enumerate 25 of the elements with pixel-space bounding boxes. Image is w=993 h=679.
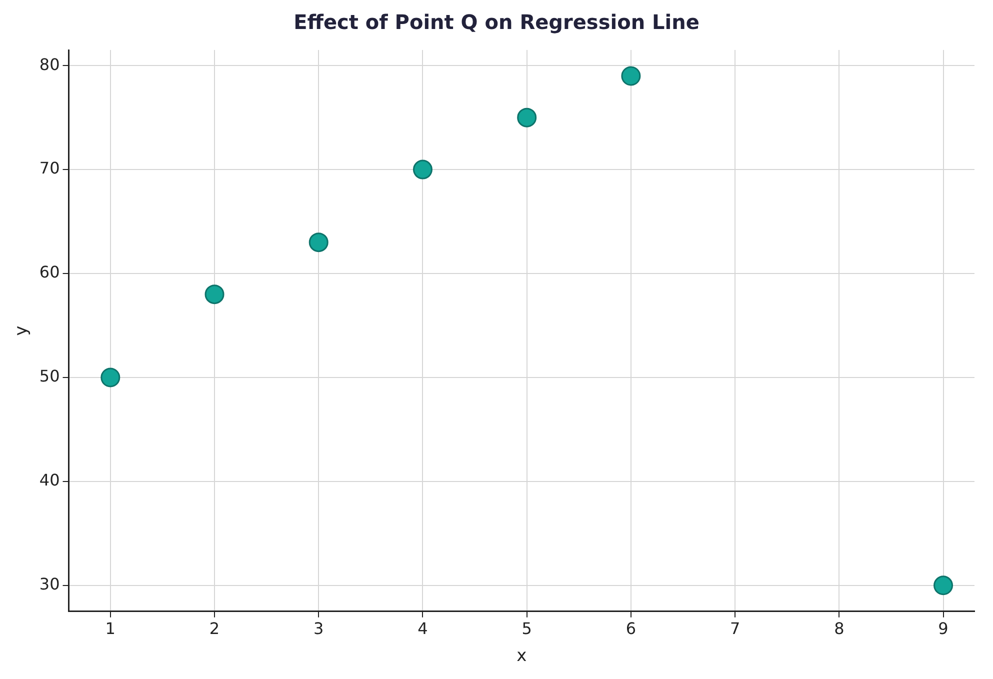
point (934, 576, 954, 596)
x-tick-label: 8 (834, 619, 844, 638)
point (621, 66, 641, 86)
y-tick-label: 30 (39, 574, 60, 594)
chart-title: Effect of Point Q on Regression Line (294, 10, 700, 34)
x-tick-label: 5 (522, 619, 532, 638)
x-tick-label: 6 (626, 619, 636, 638)
y-tick-label: 60 (39, 262, 60, 282)
point (517, 108, 537, 128)
x-tick-label: 1 (105, 619, 116, 638)
y-tick-label: 80 (39, 54, 60, 74)
y-tick-label: 40 (39, 470, 60, 490)
y-tick-label: 70 (39, 158, 60, 178)
x-axis-title: x (516, 646, 527, 666)
point (308, 232, 328, 252)
point (100, 368, 120, 388)
y-axis-title: y (12, 326, 32, 336)
x-tick-label: 4 (418, 619, 428, 638)
x-tick-label: 3 (314, 619, 324, 638)
x-tick-label: 2 (209, 619, 220, 638)
point (412, 160, 432, 180)
y-tick-label: 50 (39, 366, 60, 386)
x-tick-label: 7 (730, 619, 740, 638)
point (204, 284, 224, 304)
x-tick-label: 9 (938, 619, 948, 638)
